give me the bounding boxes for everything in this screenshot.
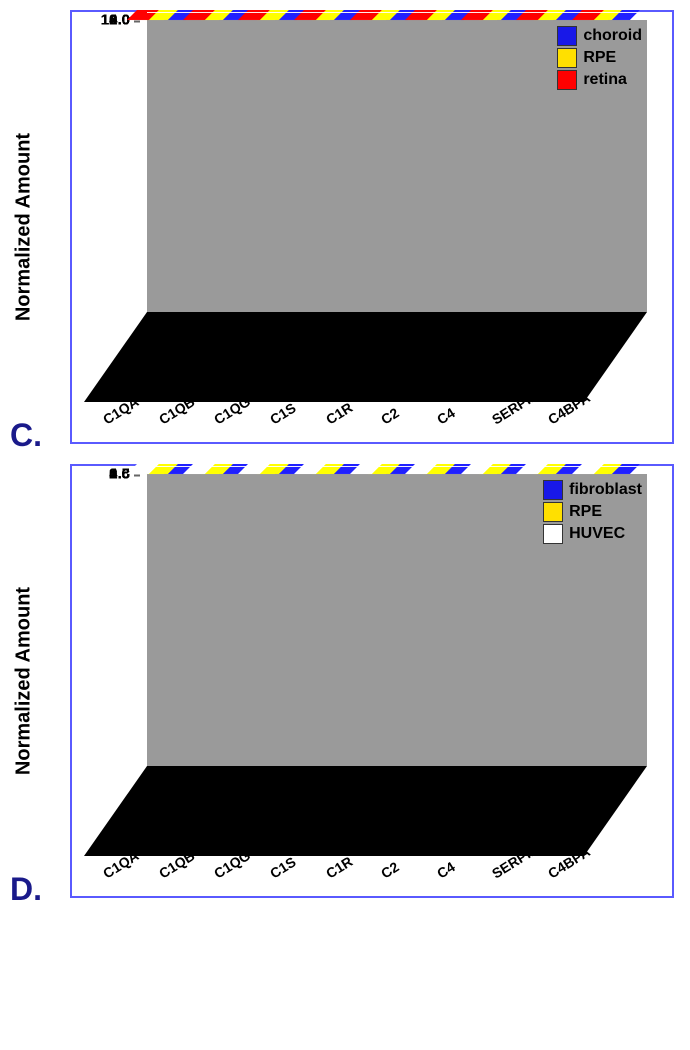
chart-c-ylabel: Normalized Amount [13,133,36,321]
chart-d-xlabels: C1QAC1QBC1QGC1SC1RC2C4SERPING1C4BPA [92,854,672,898]
legend-swatch [557,70,577,90]
x-category-label: C1R [323,853,355,881]
x-category-label: C1S [267,854,299,882]
panel-c-letter: C. [10,417,42,454]
legend-swatch [543,480,563,500]
legend-label: fibroblast [569,481,642,499]
legend-label: retina [583,71,627,89]
chart-c-yaxis: 0.02.04.06.08.010.012.014.016.0 [70,20,140,312]
legend-label: HUVEC [569,525,625,543]
legend-item: fibroblast [543,480,642,500]
legend-label: RPE [569,503,602,521]
x-category-label: C4 [434,405,458,428]
y-tick: 16.0 [70,12,130,29]
legend-item: choroid [557,26,642,46]
panel-d-letter: D. [10,871,42,908]
chart-c-legend: choroid RPE retina [557,26,642,92]
legend-label: RPE [583,49,616,67]
chart-c-xlabels: C1QAC1QBC1QGC1SC1RC2C4SERPING1C4BPA [92,400,672,444]
legend-label: choroid [583,27,642,45]
legend-swatch [543,524,563,544]
chart-c-frame: 0.02.04.06.08.010.012.014.016.0 Normaliz… [70,10,674,444]
legend-swatch [543,502,563,522]
legend-swatch [557,26,577,46]
x-category-label: C2 [378,859,402,882]
chart-d-yaxis: 0.00.51.01.52.02.53.03.54.0 [70,474,140,766]
x-category-label: C1S [267,400,299,428]
gridline [147,466,647,467]
legend-swatch [557,48,577,68]
chart-d-legend: fibroblast RPE HUVEC [543,480,642,546]
legend-item: retina [557,70,642,90]
panel-c: 0.02.04.06.08.010.012.014.016.0 Normaliz… [10,10,680,444]
chart-d-frame: 0.00.51.01.52.02.53.03.54.0 Normalized A… [70,464,674,898]
legend-item: RPE [543,502,642,522]
x-category-label: C1R [323,399,355,427]
legend-item: RPE [557,48,642,68]
chart-d-ylabel: Normalized Amount [13,587,36,775]
x-category-label: C2 [378,405,402,428]
legend-item: HUVEC [543,524,642,544]
y-tick: 4.0 [70,466,130,483]
x-category-label: C4 [434,859,458,882]
gridline [147,12,647,13]
panel-d: 0.00.51.01.52.02.53.03.54.0 Normalized A… [10,464,680,898]
